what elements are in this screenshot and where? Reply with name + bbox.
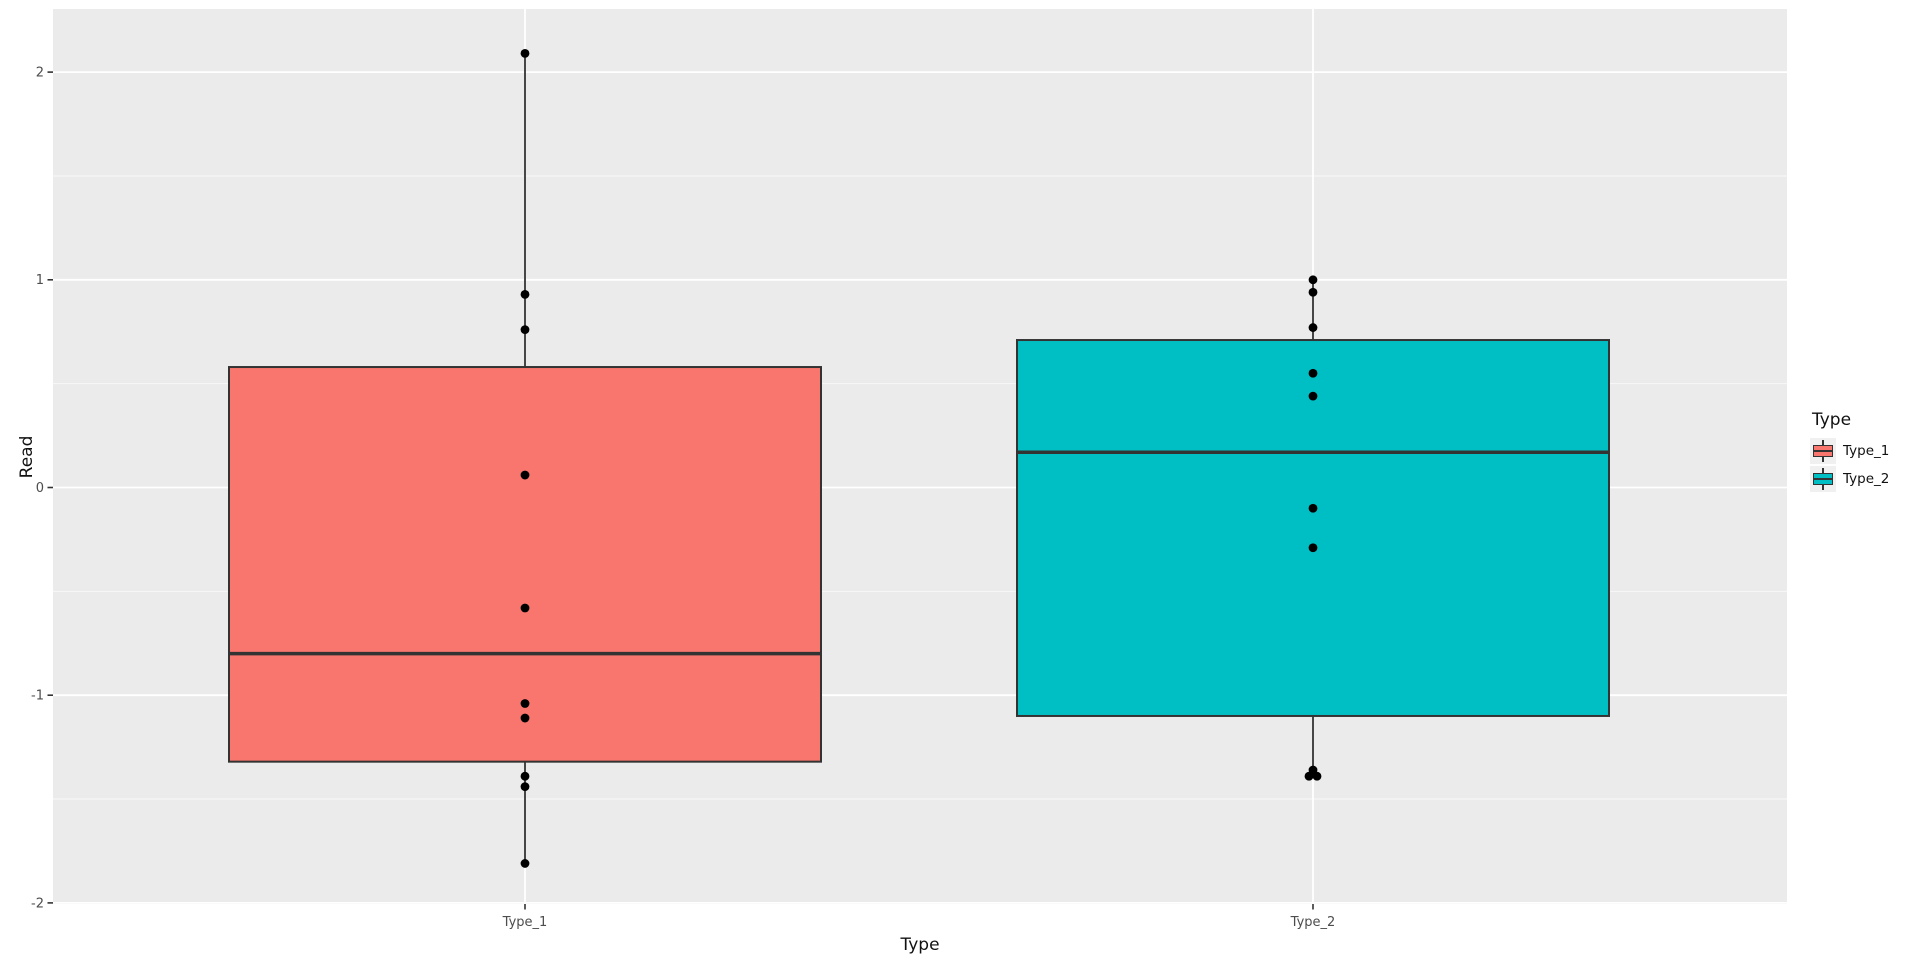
legend-key-boxplot-icon [1810, 438, 1836, 464]
data-point-Type_1 [520, 49, 530, 58]
data-point-Type_2 [1308, 765, 1318, 775]
legend-key-median [1813, 477, 1833, 481]
x-tick-label: Type_2 [1290, 915, 1336, 930]
data-point-Type_2 [1308, 503, 1318, 513]
x-axis-title: Type [900, 935, 940, 955]
legend-label-type-1: Type_1 [1843, 443, 1890, 459]
y-tick-label: 1 [36, 273, 44, 288]
data-point-Type_2 [1308, 543, 1318, 553]
data-point-Type_1 [520, 699, 530, 708]
legend: Type Type_1 Type_2 [1810, 410, 1889, 493]
data-point-Type_1 [520, 771, 530, 781]
data-point-Type_2 [1304, 771, 1314, 781]
box-Type_1 [228, 366, 822, 763]
legend-title: Type [1812, 410, 1852, 430]
data-point-Type_1 [520, 713, 530, 723]
y-tick-label: 2 [36, 66, 44, 81]
box-Type_2 [1016, 339, 1610, 717]
data-point-Type_1 [520, 859, 530, 868]
data-point-Type_1 [520, 289, 530, 299]
y-tick-label: -2 [31, 896, 44, 911]
y-tick-label: -1 [31, 689, 44, 704]
data-point-Type_1 [520, 325, 530, 335]
data-point-Type_1 [520, 603, 530, 613]
data-point-Type_1 [520, 782, 530, 791]
x-tick-label: Type_1 [502, 915, 548, 930]
legend-entry-type-1: Type_1 [1810, 437, 1889, 465]
data-point-Type_2 [1308, 287, 1318, 297]
y-axis-title: Read [17, 435, 37, 479]
data-point-Type_2 [1308, 391, 1318, 401]
legend-entry-type-2: Type_2 [1810, 465, 1889, 493]
data-point-Type_2 [1308, 275, 1318, 285]
data-point-Type_2 [1312, 771, 1322, 781]
data-point-Type_2 [1308, 323, 1318, 332]
legend-key-median [1813, 449, 1833, 453]
y-tick-label: 0 [36, 481, 44, 496]
data-point-Type_1 [520, 470, 530, 480]
legend-key-boxplot-icon [1810, 466, 1836, 492]
data-point-Type_2 [1308, 368, 1318, 378]
legend-label-type-2: Type_2 [1843, 471, 1890, 487]
